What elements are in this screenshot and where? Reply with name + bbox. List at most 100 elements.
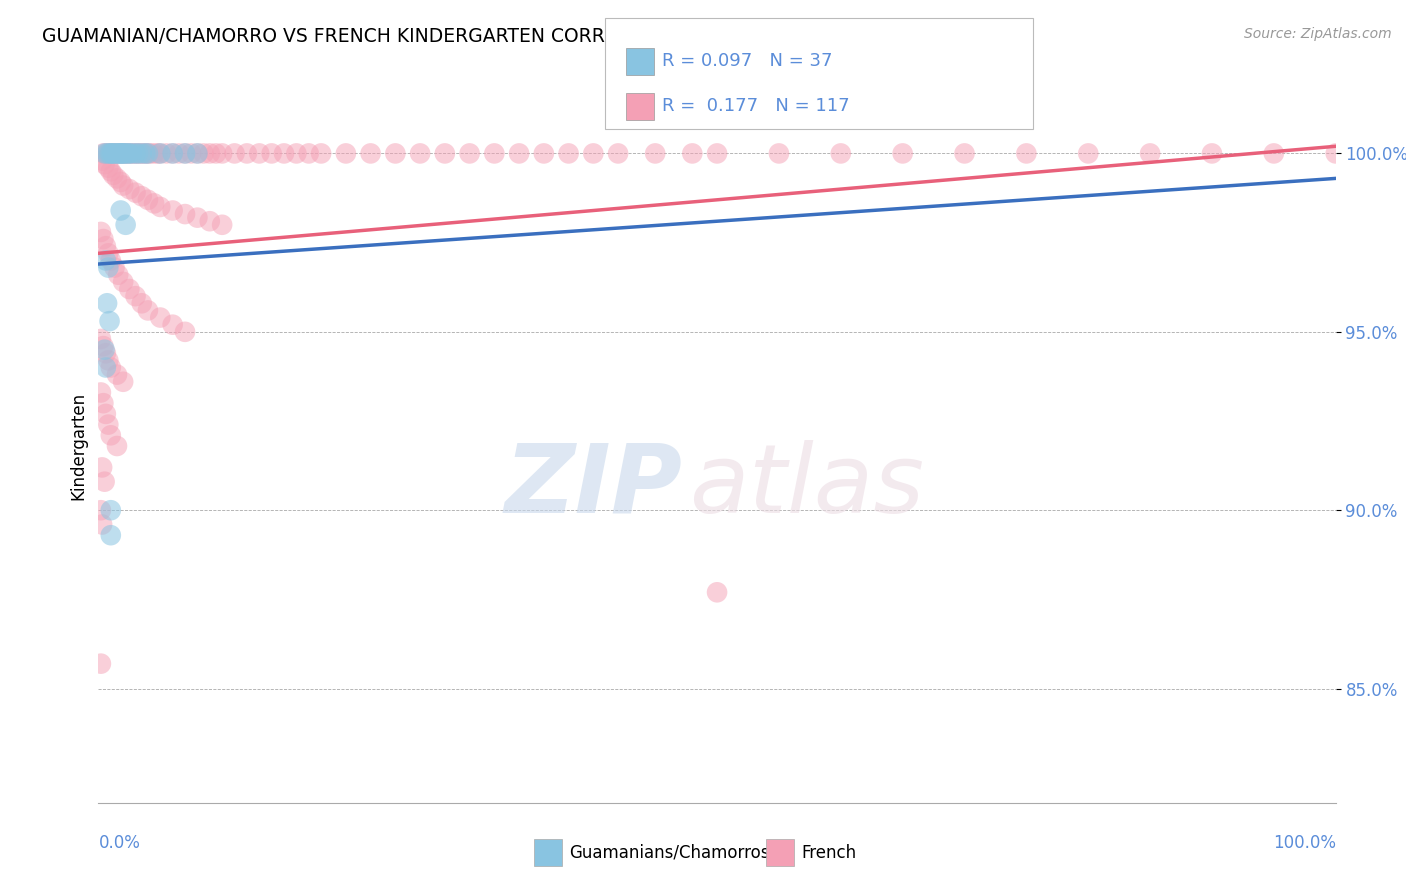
Point (93, 343, 115, 357)
Point (224, 146, 246, 161)
Text: 0.0%: 0.0% (98, 834, 141, 852)
Point (433, 146, 456, 161)
Point (335, 146, 357, 161)
Point (93, 146, 115, 161)
Point (103, 168, 125, 182)
Point (174, 325, 197, 339)
Point (953, 146, 976, 161)
Point (139, 146, 162, 161)
Point (111, 146, 134, 161)
Point (93, 396, 115, 410)
Point (90, 225, 112, 239)
Point (129, 146, 152, 161)
Point (103, 146, 125, 161)
Point (100, 528, 122, 542)
Point (104, 146, 127, 161)
Point (309, 146, 332, 161)
Point (205, 146, 228, 161)
Point (112, 375, 135, 389)
Point (93, 157, 115, 171)
Point (105, 439, 128, 453)
Text: French: French (801, 844, 856, 862)
Point (110, 146, 132, 161)
Point (105, 146, 128, 161)
Point (644, 146, 666, 161)
Point (100, 428, 122, 442)
Point (143, 196, 166, 211)
Point (247, 146, 270, 161)
Point (100, 360, 122, 375)
Point (91, 460, 114, 475)
Point (98, 146, 121, 161)
Point (127, 146, 149, 161)
Point (112, 178, 135, 193)
Point (149, 310, 172, 325)
Point (162, 146, 184, 161)
Point (186, 146, 208, 161)
Point (211, 146, 233, 161)
Point (174, 207, 197, 221)
Point (134, 146, 156, 161)
Point (110, 203, 132, 218)
Point (198, 214, 221, 228)
Point (149, 146, 172, 161)
Point (97, 260, 120, 275)
Point (162, 203, 184, 218)
Text: Guamanians/Chamorros: Guamanians/Chamorros (569, 844, 770, 862)
Point (830, 146, 852, 161)
Point (100, 503, 122, 517)
Point (97, 417, 120, 432)
Point (557, 146, 579, 161)
Text: atlas: atlas (689, 440, 924, 533)
Point (458, 146, 481, 161)
Point (174, 146, 197, 161)
Point (103, 146, 125, 161)
Point (1015, 146, 1038, 161)
Point (260, 146, 283, 161)
Point (273, 146, 295, 161)
Point (891, 146, 914, 161)
Point (117, 146, 139, 161)
Point (114, 146, 136, 161)
Point (107, 146, 129, 161)
Point (360, 146, 382, 161)
Point (90, 657, 112, 671)
Point (93, 475, 115, 489)
Point (1077, 146, 1099, 161)
Point (211, 218, 233, 232)
Point (110, 175, 132, 189)
Point (134, 146, 156, 161)
Point (100, 164, 122, 178)
Point (117, 146, 139, 161)
Point (1324, 146, 1347, 161)
Point (706, 585, 728, 599)
Point (149, 200, 172, 214)
Point (100, 253, 122, 268)
Point (97, 246, 120, 260)
Point (100, 146, 122, 161)
Point (90, 503, 112, 517)
Point (162, 146, 184, 161)
Point (118, 146, 141, 161)
Point (100, 146, 122, 161)
Point (127, 146, 149, 161)
Point (180, 146, 202, 161)
Point (103, 146, 125, 161)
Point (298, 146, 321, 161)
Point (114, 146, 136, 161)
Point (607, 146, 630, 161)
Point (1201, 146, 1223, 161)
Point (681, 146, 703, 161)
Point (112, 146, 135, 161)
Point (94, 407, 117, 421)
Point (91, 517, 114, 532)
Point (1139, 146, 1161, 161)
Point (131, 146, 153, 161)
Point (94, 253, 117, 268)
Point (124, 146, 146, 161)
Point (186, 211, 208, 225)
Point (484, 146, 506, 161)
Point (105, 171, 128, 186)
Point (124, 289, 146, 303)
Point (706, 146, 728, 161)
